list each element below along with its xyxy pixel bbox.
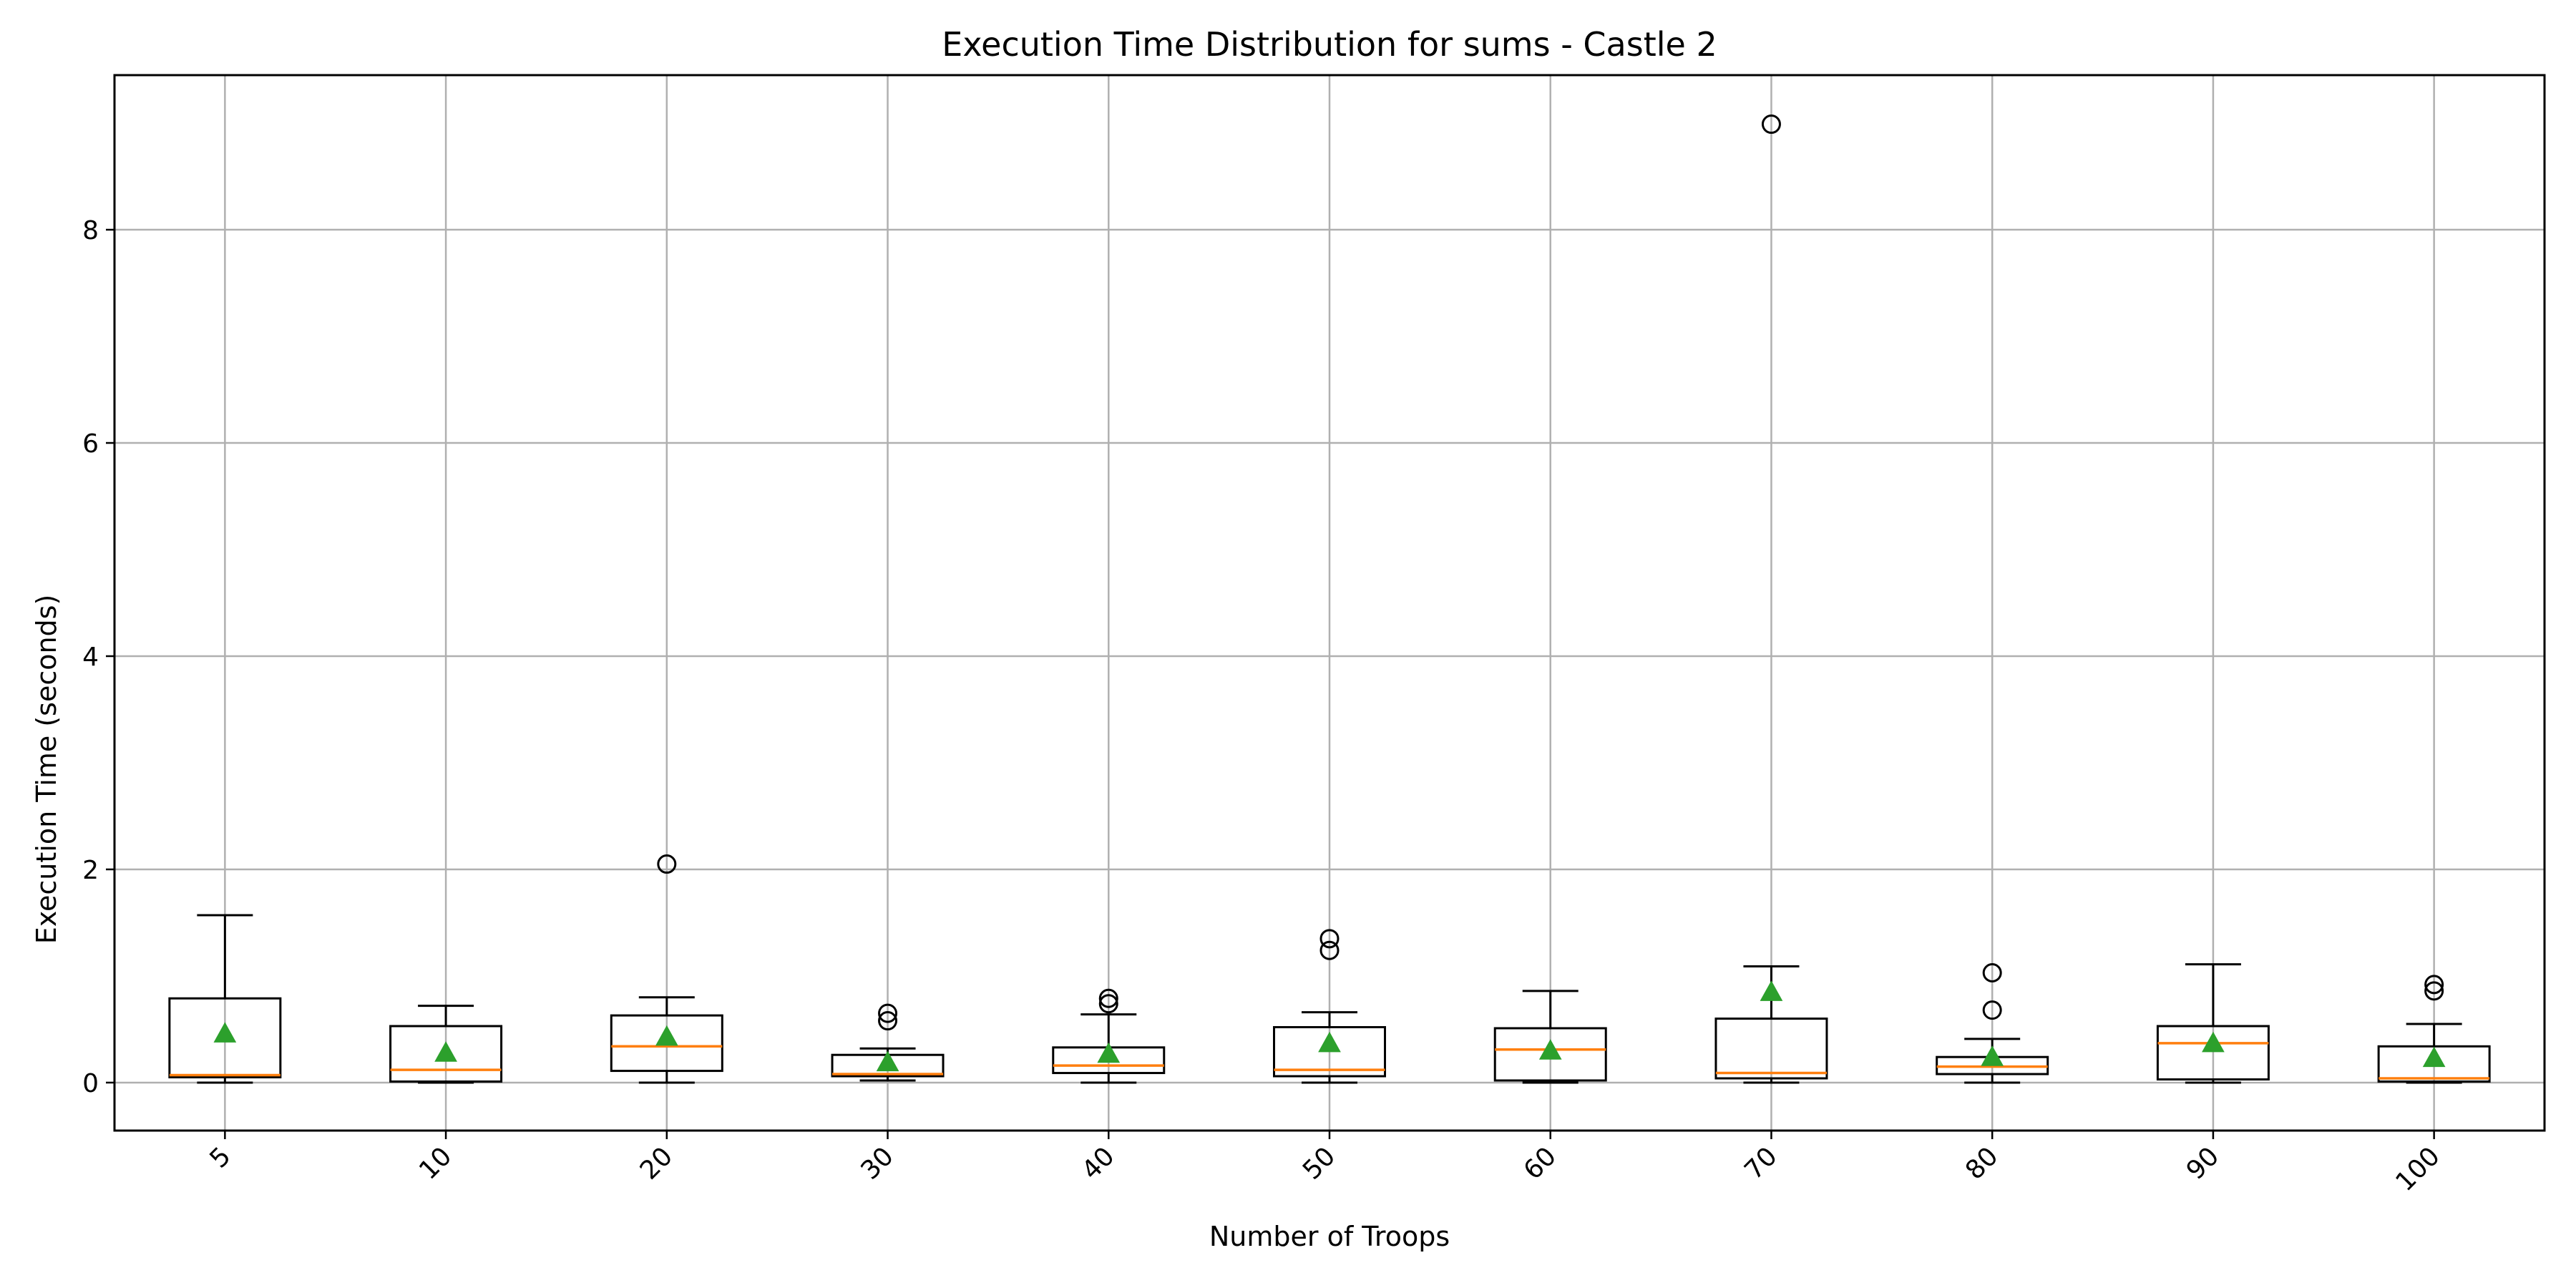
outlier-point [878,1011,898,1031]
outlier-point [1982,962,2002,982]
y-tick-label: 0 [82,1069,99,1098]
mean-marker [1538,1039,1562,1060]
box-80 [1936,962,2049,1084]
box-20 [610,854,723,1084]
iqr-box [610,1014,723,1073]
mean-marker [434,1041,457,1062]
y-tick-label: 8 [82,216,99,245]
x-axis-label: Number of Troops [1209,1221,1450,1252]
chart-title: Execution Time Distribution for sums - C… [942,25,1717,64]
iqr-box [1714,1018,1828,1080]
grid-lines [114,75,2545,1131]
mean-marker [1760,980,1783,1001]
mean-marker [876,1050,899,1072]
outlier-point [2424,981,2444,1001]
box-90 [2156,963,2270,1084]
mean-marker [1318,1031,1341,1053]
outlier-point [1098,994,1118,1014]
iqr-box [2156,1025,2270,1080]
outlier-point [878,1003,898,1023]
y-axis-label: Execution Time (seconds) [31,595,62,945]
iqr-box [1493,1027,1607,1082]
box-series [168,114,2491,1084]
mean-marker [2202,1031,2225,1053]
mean-marker [213,1022,237,1043]
outlier-point [1761,114,1781,135]
outlier-point [1982,1000,2002,1020]
mean-marker [655,1025,678,1046]
mean-marker [1981,1045,2004,1066]
outlier-point [1319,940,1340,960]
outlier-point [2424,975,2444,995]
iqr-box [1273,1025,1386,1078]
box-40 [1052,988,1166,1084]
iqr-box [389,1025,503,1083]
y-tick-label: 6 [82,429,99,459]
outlier-point [1098,988,1118,1008]
y-axis-ticks: 0 2 4 6 8 [82,216,114,1098]
mean-marker [2422,1046,2446,1068]
box-70 [1714,114,1828,1084]
box-10 [389,1005,503,1084]
mean-marker [1097,1042,1121,1063]
iqr-box [2377,1045,2491,1083]
iqr-box [168,997,282,1079]
box-5 [168,914,282,1084]
box-100 [2377,975,2491,1084]
y-tick-label: 4 [82,643,99,672]
outlier-point [657,854,677,874]
y-tick-label: 2 [82,856,99,885]
box-30 [831,1003,945,1082]
box-60 [1493,990,1607,1084]
outlier-point [1319,929,1340,949]
box-50 [1273,929,1386,1084]
